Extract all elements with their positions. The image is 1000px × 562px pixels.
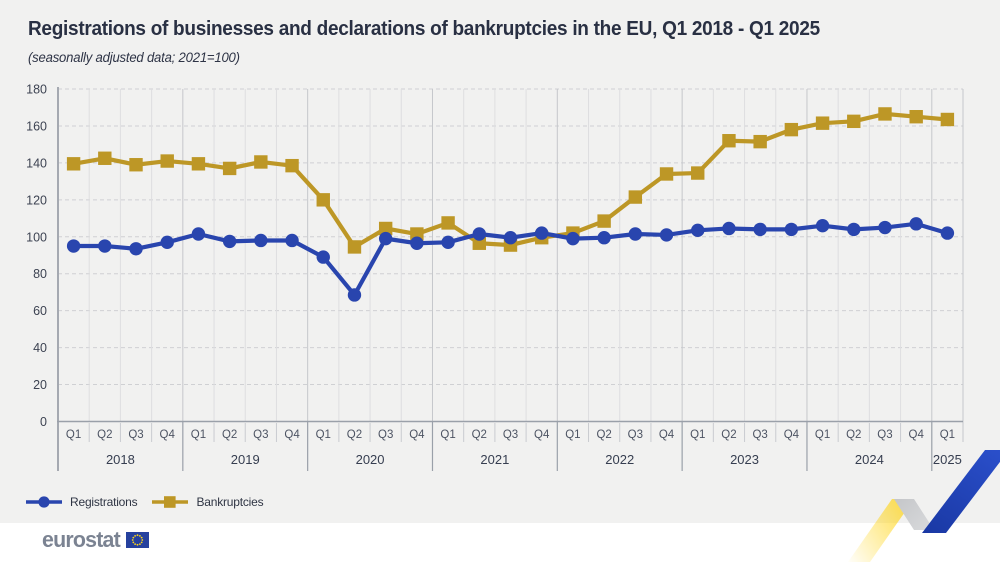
chart-background xyxy=(0,0,1000,523)
eurostat-logo-text: eurostat xyxy=(42,527,121,552)
registrations-marker-icon xyxy=(26,496,62,508)
bankruptcies-marker-icon xyxy=(152,496,189,508)
chart-subtitle: (seasonally adjusted data; 2021=100) xyxy=(28,50,240,65)
eu-flag-icon xyxy=(126,532,150,548)
legend-label-registrations: Registrations xyxy=(70,495,138,509)
eurostat-logo: eurostat xyxy=(42,527,150,552)
legend-item-bankruptcies: Bankruptcies xyxy=(151,495,264,509)
chart-legend: Registrations Bankruptcies xyxy=(25,495,264,509)
legend-item-registrations: Registrations xyxy=(25,495,138,509)
footer-strip xyxy=(0,523,1000,562)
chart-title: Registrations of businesses and declarat… xyxy=(28,18,820,40)
legend-label-bankruptcies: Bankruptcies xyxy=(196,495,264,509)
